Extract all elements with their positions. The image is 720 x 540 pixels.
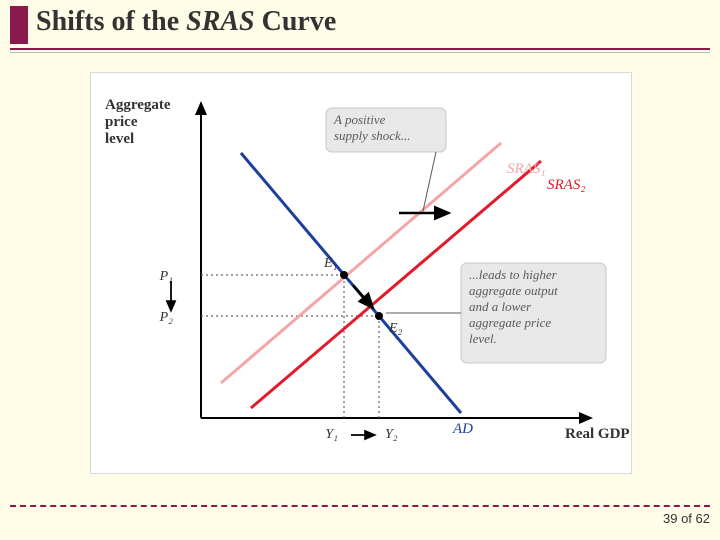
e2-label: E₂ — [388, 321, 403, 336]
x-axis-label: Real GDP — [565, 426, 630, 442]
sras2-label: SRAS₂ — [547, 177, 586, 193]
title-prefix: Shifts of the — [36, 6, 186, 37]
p2-label: P₂ — [159, 310, 174, 325]
e1-label: E₁ — [323, 256, 337, 271]
slide: Shifts of the SRAS Curve Aggregatepricel… — [0, 0, 720, 540]
y1-label: Y₁ — [325, 427, 338, 442]
y-axis-label: Aggregatepricelevel — [105, 97, 171, 147]
sras-shift-diagram: Aggregatepricelevel Real GDP SRAS₁SRAS₂ AD E… — [91, 73, 631, 473]
title-italic: SRAS — [186, 6, 255, 37]
e1-point — [340, 271, 348, 279]
page-indicator: 39 of 62 — [663, 511, 710, 526]
accent-bar — [10, 6, 28, 44]
y2-label: Y₂ — [385, 427, 398, 442]
figure-container: Aggregatepricelevel Real GDP SRAS₁SRAS₂ AD E… — [90, 72, 632, 474]
sras1-label: SRAS₁ — [507, 161, 546, 177]
title-rule-grey — [10, 52, 710, 53]
ad-curve — [241, 153, 461, 413]
title-suffix: Curve — [255, 6, 337, 37]
e1-to-e2-arrow — [353, 285, 373, 308]
ad-label: AD — [452, 421, 473, 437]
title-rule-accent — [10, 48, 710, 50]
e2-point — [375, 312, 383, 320]
slide-title: Shifts of the SRAS Curve — [36, 6, 336, 38]
footer: 39 of 62 — [10, 505, 710, 526]
